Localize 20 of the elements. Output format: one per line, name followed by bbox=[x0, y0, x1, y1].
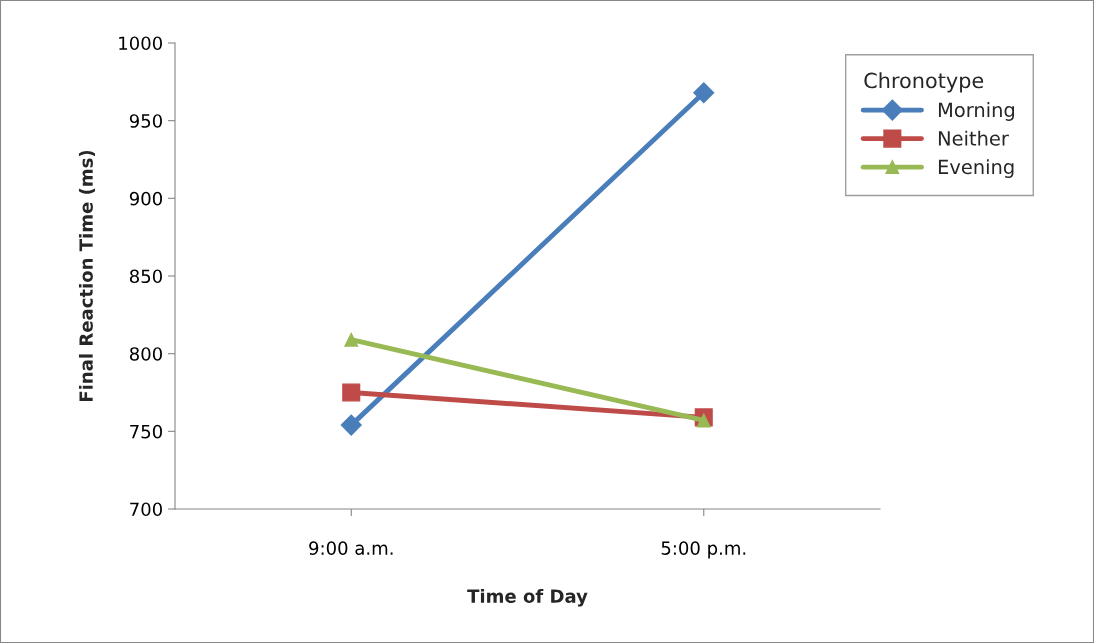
legend-label: Evening bbox=[938, 159, 1014, 179]
point bbox=[696, 413, 711, 428]
y-tick-label: 1000 bbox=[119, 36, 162, 51]
y-tick-label: 800 bbox=[129, 347, 162, 361]
point bbox=[344, 332, 359, 347]
x-tick-label: 5:00 p.m. bbox=[661, 541, 746, 559]
point bbox=[340, 414, 362, 436]
y-tick-label: 850 bbox=[129, 269, 162, 284]
legend-label: Morning bbox=[938, 102, 1015, 121]
y-axis-title: Final Reaction Time (ms) bbox=[78, 150, 96, 402]
y-tick-label: 950 bbox=[129, 114, 162, 128]
legend-label: Neither bbox=[938, 130, 1009, 146]
legend-title: Chronotype bbox=[864, 72, 984, 93]
y-tick-label: 750 bbox=[130, 424, 162, 439]
x-tick-label: 9:00 a.m. bbox=[309, 541, 393, 555]
x-axis-title: Time of Day bbox=[467, 588, 588, 607]
y-tick-label: 900 bbox=[129, 191, 162, 206]
point bbox=[693, 82, 715, 104]
y-tick-label: 700 bbox=[130, 502, 162, 517]
point bbox=[342, 383, 361, 402]
